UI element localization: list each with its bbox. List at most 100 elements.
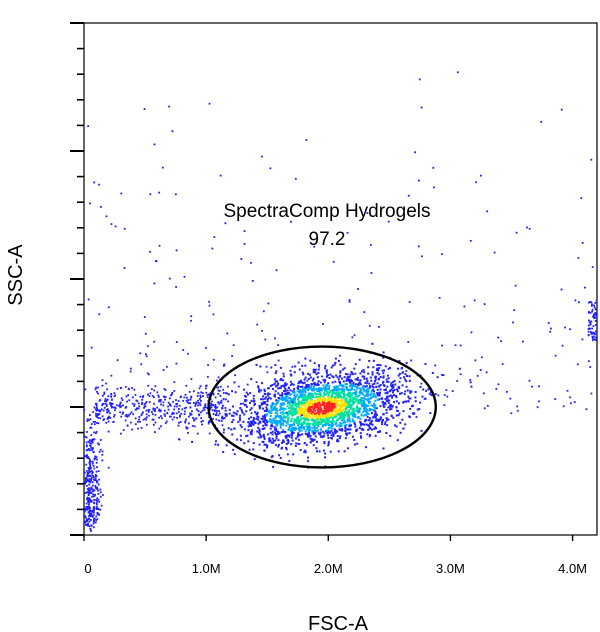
event-dot <box>88 487 90 490</box>
event-dot <box>358 387 361 390</box>
event-dot <box>327 444 330 447</box>
event-dot <box>124 415 127 417</box>
event-dot <box>395 396 398 399</box>
event-dot <box>345 383 348 386</box>
event-dot <box>367 390 370 393</box>
event-dot <box>320 407 323 410</box>
event-dot <box>311 379 314 382</box>
event-dot <box>388 390 391 393</box>
event-dot <box>96 481 99 484</box>
event-dot <box>186 427 189 429</box>
event-dot <box>286 422 289 425</box>
event-dot <box>217 414 220 417</box>
event-dot <box>239 434 242 437</box>
event-dot <box>333 387 336 390</box>
event-dot <box>374 416 377 419</box>
event-dot <box>370 397 373 400</box>
event-dot <box>249 392 252 395</box>
event-dot <box>289 393 292 396</box>
event-dot <box>158 244 161 247</box>
event-dot <box>313 414 316 417</box>
event-dot <box>88 460 91 462</box>
event-dot <box>227 400 229 403</box>
event-dot <box>259 421 262 424</box>
event-dot <box>93 518 95 520</box>
event-dot <box>370 428 373 431</box>
event-dot <box>113 414 116 416</box>
event-dot <box>331 416 334 419</box>
event-dot <box>313 428 316 431</box>
event-dot <box>85 470 88 472</box>
event-dot <box>317 413 320 416</box>
event-dot <box>342 407 345 410</box>
event-dot <box>328 396 331 399</box>
event-dot <box>371 371 374 374</box>
event-dot <box>162 404 165 407</box>
event-dot <box>384 397 387 400</box>
event-dot <box>154 413 157 416</box>
event-dot <box>578 301 580 304</box>
event-dot <box>319 393 322 396</box>
event-dot <box>367 397 370 400</box>
event-dot <box>288 435 291 438</box>
event-dot <box>272 417 275 420</box>
event-dot <box>427 388 430 391</box>
event-dot <box>87 503 90 506</box>
event-dot <box>278 397 281 400</box>
event-dot <box>486 210 489 213</box>
event-dot <box>281 419 284 422</box>
event-dot <box>292 453 295 456</box>
event-dot <box>297 419 300 422</box>
event-dot <box>378 430 381 433</box>
event-dot <box>326 392 329 395</box>
event-dot <box>335 386 338 389</box>
event-dot <box>587 334 590 337</box>
event-dot <box>373 427 376 430</box>
event-dot <box>410 390 413 393</box>
event-dot <box>139 352 142 355</box>
event-dot <box>313 368 316 371</box>
event-dot <box>232 411 235 414</box>
event-dot <box>97 507 100 510</box>
event-dot <box>297 407 300 410</box>
event-dot <box>167 408 170 411</box>
event-dot <box>312 396 315 399</box>
event-dot <box>251 423 254 426</box>
event-dot <box>371 388 374 391</box>
gate-ellipse[interactable] <box>207 345 437 469</box>
event-dot <box>120 397 123 400</box>
event-dot <box>311 410 314 413</box>
event-dot <box>270 441 273 444</box>
event-dot <box>441 344 443 347</box>
event-dot <box>306 402 309 405</box>
event-dot <box>590 158 593 161</box>
event-dot <box>102 402 105 405</box>
event-dot <box>297 424 300 427</box>
event-dot <box>367 424 370 427</box>
event-dot <box>384 365 387 368</box>
event-dot <box>87 447 90 450</box>
event-dot <box>371 419 374 422</box>
event-dot <box>399 377 402 380</box>
event-dot <box>353 388 356 391</box>
event-dot <box>93 509 95 511</box>
event-dot <box>125 405 128 408</box>
event-dot <box>349 382 352 385</box>
event-dot <box>92 526 95 529</box>
event-dot <box>297 422 300 425</box>
event-dot <box>300 408 303 411</box>
event-dot <box>345 434 348 437</box>
event-dot <box>297 403 300 406</box>
event-dot <box>409 390 412 393</box>
event-dot <box>255 381 258 384</box>
event-dot <box>300 426 303 429</box>
event-dot <box>372 409 375 412</box>
event-dot <box>312 439 315 442</box>
event-dot <box>310 395 313 398</box>
event-dot <box>232 448 235 451</box>
event-dot <box>290 424 293 427</box>
event-dot <box>303 399 306 402</box>
event-dot <box>364 404 367 407</box>
event-dot <box>87 298 90 301</box>
event-dot <box>361 375 364 378</box>
